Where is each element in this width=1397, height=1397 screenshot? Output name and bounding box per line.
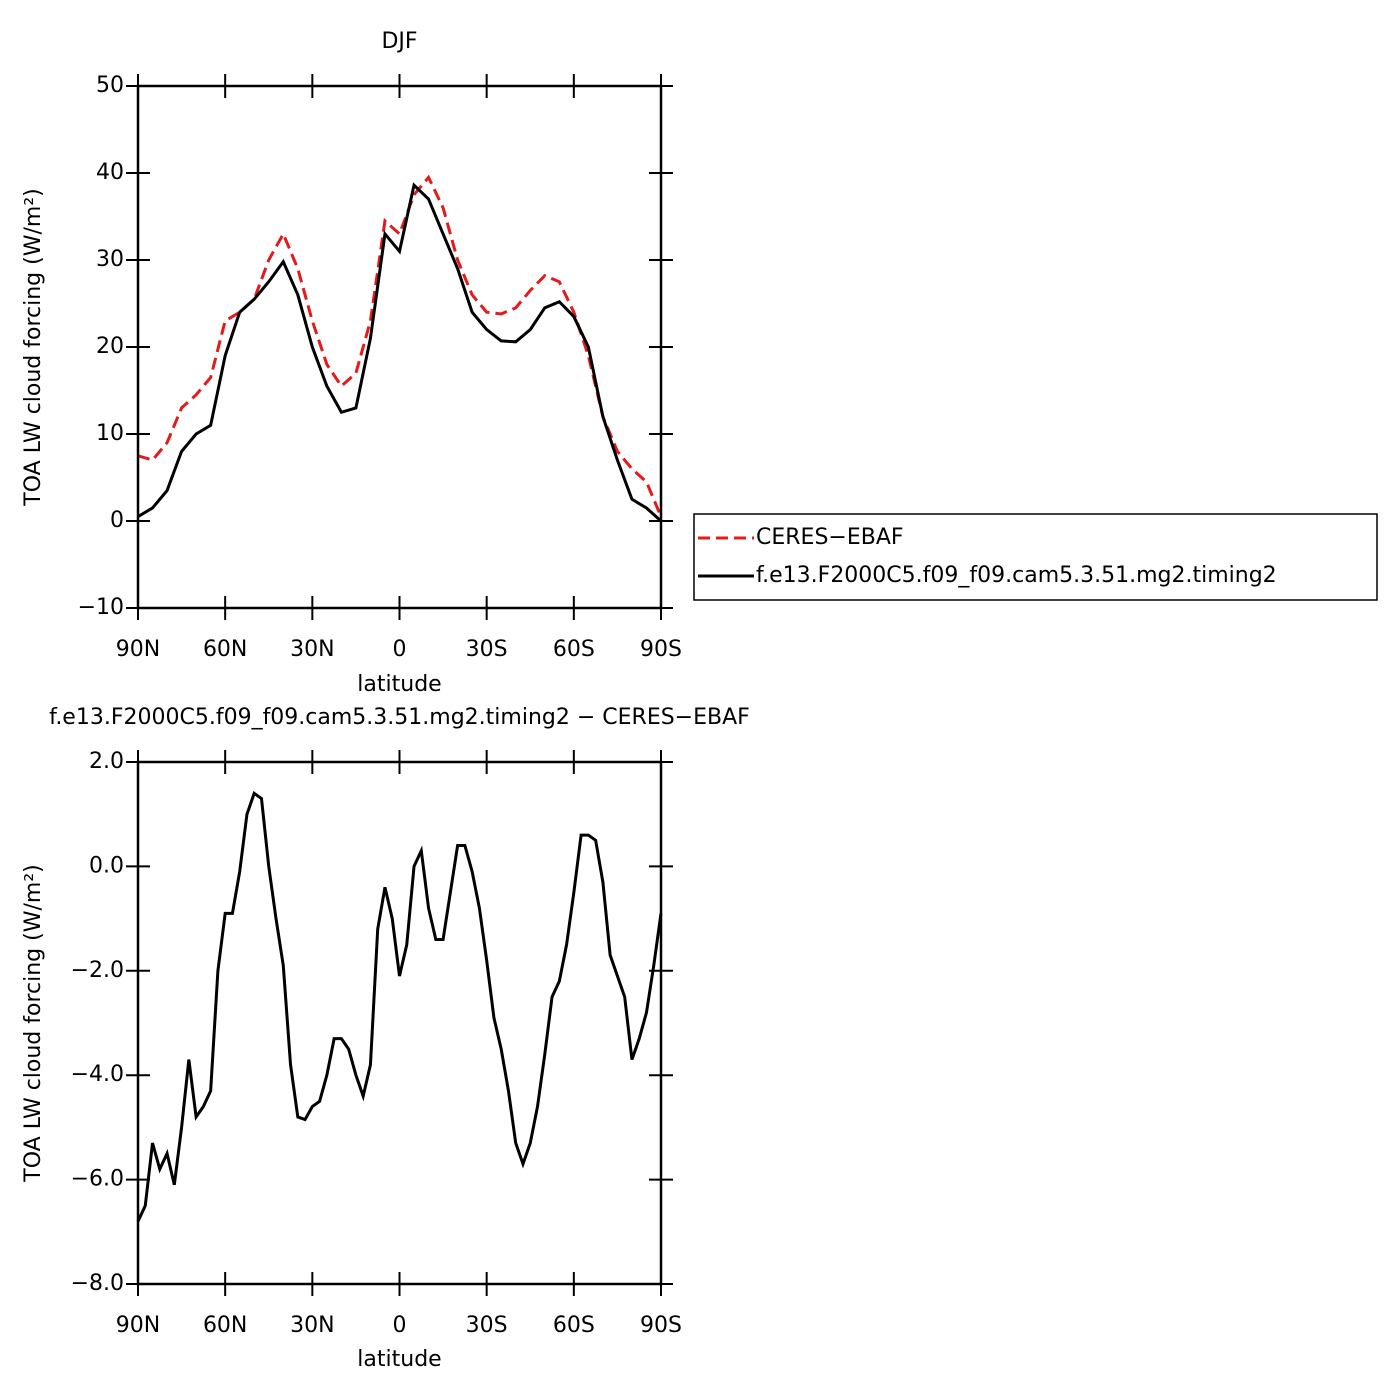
- legend-box: [693, 513, 1378, 601]
- y-axis-label: TOA LW cloud forcing (W/m²): [21, 864, 46, 1182]
- x-tick-label: 0: [393, 1313, 407, 1338]
- chart-title: f.e13.F2000C5.f09_f09.cam5.3.51.mg2.timi…: [49, 705, 750, 730]
- x-tick-label: 60S: [553, 1313, 595, 1338]
- x-axis-label: latitude: [357, 1347, 441, 1372]
- y-tick-label: 10: [96, 421, 124, 446]
- x-tick-label: 60S: [553, 637, 595, 662]
- x-tick-label: 60N: [203, 1313, 247, 1338]
- plot-frame: [136, 84, 663, 610]
- y-tick-label: 50: [96, 73, 124, 98]
- x-tick-label: 90N: [116, 1313, 160, 1338]
- y-tick-label: −8.0: [71, 1271, 124, 1296]
- legend-label: CERES−EBAF: [756, 525, 904, 550]
- x-tick-label: 30S: [466, 637, 508, 662]
- y-tick-label: −4.0: [71, 1062, 124, 1087]
- y-tick-label: 40: [96, 160, 124, 185]
- y-tick-label: −6.0: [71, 1167, 124, 1192]
- x-tick-label: 30N: [290, 1313, 334, 1338]
- x-axis-label: latitude: [357, 672, 441, 697]
- chart-title: DJF: [381, 29, 417, 54]
- y-tick-label: 30: [96, 247, 124, 272]
- y-tick-label: −2.0: [71, 958, 124, 983]
- x-tick-label: 90N: [116, 637, 160, 662]
- y-tick-label: 20: [96, 334, 124, 359]
- data-line: [137, 182, 663, 523]
- x-tick-label: 60N: [203, 637, 247, 662]
- x-tick-label: 90S: [640, 637, 682, 662]
- x-tick-label: 30N: [290, 637, 334, 662]
- data-line: [137, 174, 663, 518]
- data-line: [136, 790, 663, 1222]
- y-tick-label: 0: [110, 508, 124, 533]
- legend-label: f.e13.F2000C5.f09_f09.cam5.3.51.mg2.timi…: [756, 563, 1277, 588]
- y-tick-label: 0.0: [89, 853, 124, 878]
- x-tick-label: 30S: [466, 1313, 508, 1338]
- x-tick-label: 0: [393, 637, 407, 662]
- y-tick-label: −10: [78, 595, 124, 620]
- y-axis-label: TOA LW cloud forcing (W/m²): [21, 188, 46, 506]
- y-tick-label: 2.0: [89, 749, 124, 774]
- plot-frame: [136, 760, 663, 1286]
- x-tick-label: 90S: [640, 1313, 682, 1338]
